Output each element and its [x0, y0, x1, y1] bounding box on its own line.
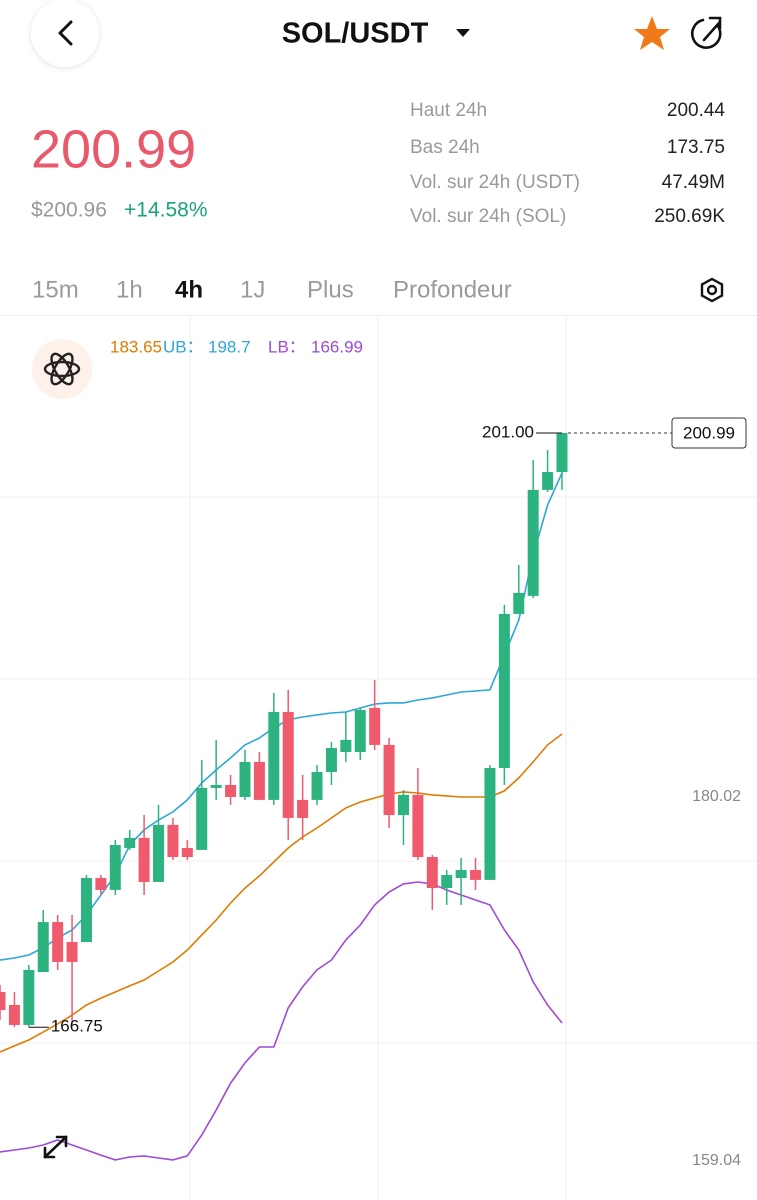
candle-body: [311, 771, 323, 800]
candle-body: [340, 739, 352, 753]
candle-body: [513, 592, 525, 614]
indicator-line: [0, 881, 563, 1161]
favorite-star[interactable]: [634, 16, 670, 50]
dropdown-icon[interactable]: [456, 29, 470, 37]
tab[interactable]: 15m: [32, 276, 79, 303]
candle-body: [268, 711, 280, 800]
last-price: 200.99: [31, 119, 196, 179]
indicator-line: [0, 472, 563, 961]
candle-body: [484, 767, 496, 880]
stats: Haut 24h 200.44 Bas 24h 173.75 Vol. sur …: [410, 100, 725, 227]
pair-title[interactable]: SOL/USDT: [282, 18, 429, 50]
candle-body: [95, 877, 107, 890]
candle-body: [37, 922, 49, 973]
min-label: 166.75: [51, 1017, 103, 1036]
candle-body: [66, 942, 78, 962]
interval-tabs: 15m 1h 4h 1J Plus Profondeur: [32, 276, 512, 303]
legend-name: UB：: [163, 337, 204, 356]
tab[interactable]: Profondeur: [393, 276, 512, 303]
candle-body: [412, 794, 424, 857]
candle-body: [325, 748, 337, 772]
indicator-line: [0, 733, 563, 1053]
stat-value: 47.49M: [662, 172, 725, 193]
last-price-label: 200.99: [683, 423, 735, 442]
candle-body: [297, 799, 309, 818]
back-button[interactable]: [31, 0, 99, 67]
candle-body: [181, 847, 193, 857]
candle-body: [354, 710, 366, 753]
indicator-icon[interactable]: [32, 339, 92, 399]
candle-body: [8, 1004, 20, 1025]
tab[interactable]: Plus: [307, 276, 354, 303]
legend-value: 183.65: [110, 337, 162, 356]
stat-value: 200.44: [667, 100, 726, 121]
tab-active[interactable]: 4h: [175, 276, 203, 303]
candle-body: [282, 711, 294, 818]
tab[interactable]: 1h: [116, 276, 143, 303]
stat-value: 173.75: [667, 137, 725, 158]
plot: [0, 432, 568, 1161]
legend-value: 166.99: [311, 337, 363, 356]
candle-body: [239, 761, 251, 797]
candle-body: [80, 877, 92, 943]
stat-label: Bas 24h: [410, 137, 480, 158]
legend-value: 198.7: [208, 337, 251, 356]
stat-label: Haut 24h: [410, 100, 487, 121]
last-price-box: [671, 417, 747, 449]
stat-label: Vol. sur 24h (SOL): [410, 206, 566, 227]
candle-body: [196, 787, 208, 850]
stat-value: 250.69K: [654, 206, 725, 227]
stat-label: Vol. sur 24h (USDT): [410, 172, 580, 193]
expand-icon[interactable]: [43, 1135, 68, 1159]
candle-body: [109, 845, 121, 890]
legend-name: LB：: [268, 337, 306, 356]
y-tick-label: 159.04: [692, 1152, 741, 1169]
candle-body: [369, 707, 381, 745]
candle-body: [397, 794, 409, 816]
candle-body: [498, 613, 510, 768]
max-label: 201.00: [482, 422, 534, 441]
candle-body: [138, 837, 150, 882]
candle-body: [383, 744, 395, 816]
candle-body: [441, 875, 453, 889]
price-change: +14.58%: [124, 199, 208, 222]
share-icon[interactable]: [690, 16, 722, 49]
candle-body: [124, 837, 136, 848]
grid: [0, 316, 757, 1200]
candle-body: [167, 824, 179, 857]
y-tick-label: 180.02: [692, 788, 741, 805]
candle-body: [225, 784, 237, 797]
candle-body: [556, 432, 568, 473]
fiat-price: $200.96: [31, 199, 107, 222]
candle-body: [426, 856, 438, 889]
candle-body: [455, 870, 467, 878]
tab[interactable]: 1J: [240, 276, 265, 303]
candle-body: [210, 784, 222, 788]
candle-body: [23, 969, 35, 1025]
candle-body: [52, 922, 64, 962]
candle-body: [0, 991, 6, 1011]
candle-body: [253, 761, 265, 800]
settings-icon[interactable]: [700, 277, 724, 303]
candle-body: [542, 472, 554, 490]
candle-body: [527, 489, 539, 596]
candle-body: [470, 870, 482, 880]
candle-body: [153, 824, 165, 882]
